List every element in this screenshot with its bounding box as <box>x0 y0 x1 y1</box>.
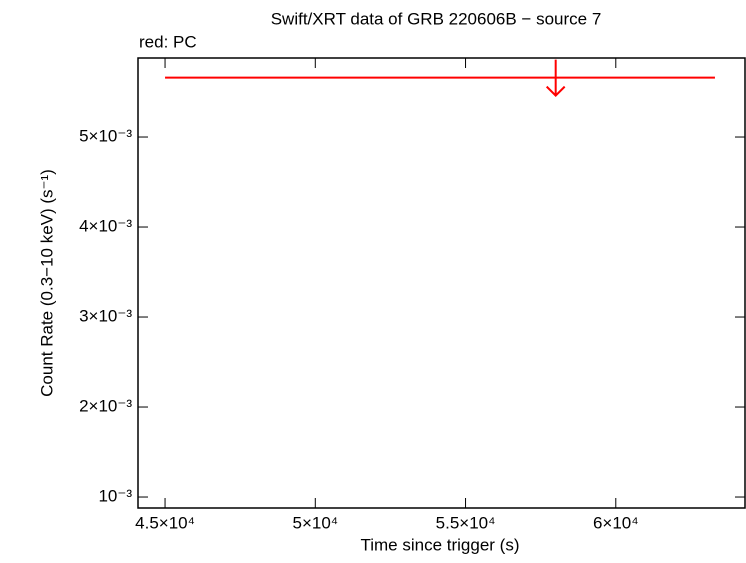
upper-limit-arrow <box>545 59 566 98</box>
plot-frame <box>137 57 746 509</box>
x-axis-label: Time since trigger (s) <box>360 535 519 554</box>
y-tick-label: 10⁻³ <box>98 487 132 506</box>
y-tick-label: 2×10⁻³ <box>79 397 132 416</box>
y-tick-label: 4×10⁻³ <box>79 217 132 236</box>
y-tick-label: 3×10⁻³ <box>79 307 132 326</box>
x-tick-label: 4.5×10⁴ <box>135 513 195 532</box>
legend-label: red: PC <box>139 32 197 51</box>
chart-title: Swift/XRT data of GRB 220606B − source 7 <box>271 9 602 28</box>
y-tick-label: 5×10⁻³ <box>79 127 132 146</box>
y-axis-label: Count Rate (0.3−10 keV) (s⁻¹) <box>37 169 56 397</box>
x-tick-label: 6×10⁴ <box>593 513 639 532</box>
x-tick-label: 5.5×10⁴ <box>436 513 496 532</box>
x-tick-label: 5×10⁴ <box>292 513 338 532</box>
